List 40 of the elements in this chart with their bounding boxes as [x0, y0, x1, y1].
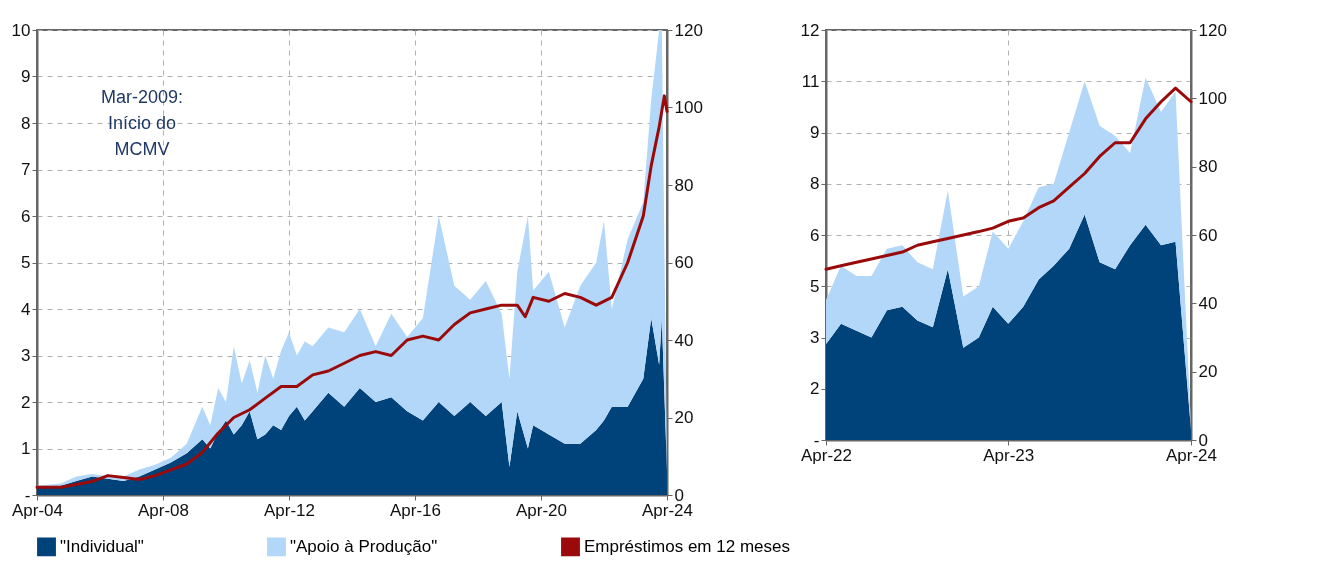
y-tick-label: 1 — [21, 439, 31, 458]
x-tick-label: Apr-12 — [263, 500, 316, 520]
y-tick-label: 4 — [21, 299, 31, 319]
y2-tick-label: 20 — [674, 408, 694, 427]
y-tick-label: 5 — [810, 276, 820, 296]
y-tick-label: 8 — [21, 113, 31, 133]
y2-tick-label: 80 — [674, 175, 694, 195]
x-tick-label: Apr-08 — [137, 500, 190, 520]
y2-tick-label: 40 — [674, 330, 694, 350]
y-tick-label: 11 — [801, 71, 820, 91]
x-tick-label: Apr-20 — [515, 500, 568, 520]
x-tick-label: Apr-16 — [389, 500, 442, 520]
y-tick-label: 2 — [21, 392, 31, 412]
y2-tick-label: 60 — [1198, 225, 1218, 245]
y2-tick-label: 40 — [1198, 293, 1218, 313]
y-tick-label: 9 — [21, 67, 31, 86]
legend-label: "Individual" — [60, 536, 144, 556]
legend-label: Empréstimos em 12 meses — [584, 536, 790, 556]
x-tick-label: Apr-23 — [983, 445, 1035, 465]
y-tick-label: 10 — [11, 20, 31, 40]
annotation: Mar-2009: Início do MCMV — [100, 87, 184, 159]
y2-tick-label: 100 — [1198, 88, 1227, 108]
y-tick-label: 3 — [21, 346, 31, 365]
y-tick-label: 5 — [21, 253, 31, 272]
y-tick-label: 3 — [810, 328, 820, 347]
y2-tick-label: 100 — [674, 98, 703, 117]
y2-tick-label: 60 — [674, 253, 694, 272]
y-tick-label: 2 — [810, 379, 820, 399]
y2-tick-label: 20 — [1198, 362, 1218, 382]
y-tick-label: 9 — [810, 123, 820, 142]
y2-tick-label: 80 — [1198, 157, 1218, 177]
legend-label: "Apoio à Produção" — [290, 536, 438, 556]
line-series — [824, 86, 1193, 271]
y-tick-label: 6 — [21, 206, 31, 226]
y-tick-label: 6 — [810, 225, 820, 245]
y-tick-label: 12 — [800, 20, 820, 40]
y-tick-label: 8 — [810, 174, 820, 194]
y-tick-label: 7 — [21, 160, 31, 179]
y2-tick-label: 120 — [674, 20, 703, 40]
y2-tick-label: 120 — [1198, 20, 1227, 40]
